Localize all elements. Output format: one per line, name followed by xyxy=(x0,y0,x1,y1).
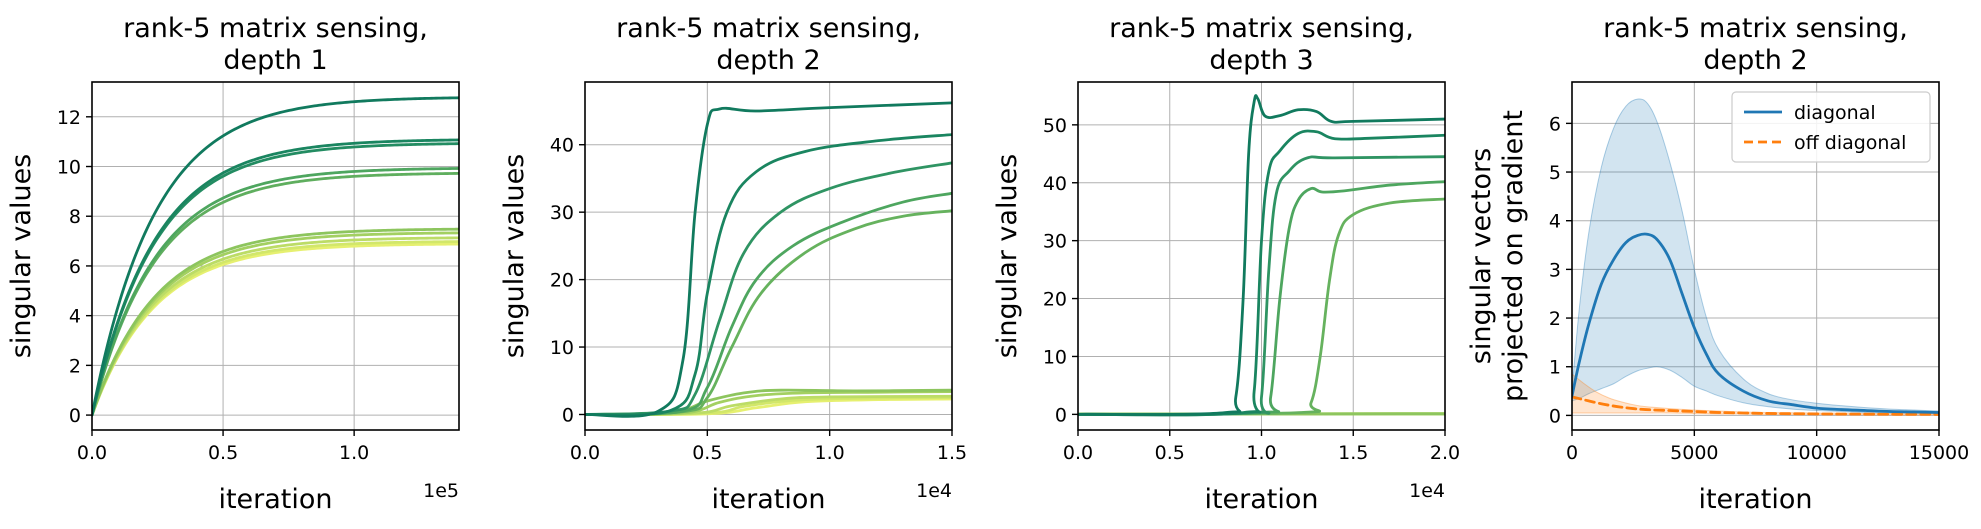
chart-panel-1: 0.0 0.5 1.0 0 2 4 6 8 10 12 1e5 rank-5 matrix sensi… xyxy=(6,13,460,515)
y-tick-label: 10 xyxy=(1043,346,1067,368)
x-axis-label: iteration xyxy=(711,484,825,515)
y-tick-label: 3 xyxy=(1549,259,1561,281)
series-line-sv4 xyxy=(1078,180,1445,416)
series-line-sv5 xyxy=(585,209,952,416)
series-line-sv2 xyxy=(92,138,459,417)
chart-panel-3: 0.0 0.5 1.0 1.5 2.0 0 10 20 30 40 50 1e4 rank-5 matr… xyxy=(992,13,1460,515)
y-tick-label: 2 xyxy=(1549,308,1561,330)
axes-frame xyxy=(91,81,460,431)
y-tick-label: 1 xyxy=(1549,357,1561,379)
plot-area xyxy=(1078,94,1445,417)
series-line-sv1 xyxy=(585,101,952,418)
y-tick-label: 0 xyxy=(1055,404,1067,426)
x-tick-label: 5000 xyxy=(1670,442,1718,464)
chart-title: rank-5 matrix sensing, depth 1 xyxy=(123,13,428,76)
series-line-sv9 xyxy=(92,240,459,417)
y-axis-label: singular values xyxy=(499,154,530,358)
series-line-sv4 xyxy=(92,167,459,417)
y-tick-label: 10 xyxy=(57,157,81,179)
y-tick-label: 20 xyxy=(550,270,574,292)
y-tick-label: 50 xyxy=(1043,115,1067,137)
y-tick-label: 2 xyxy=(69,355,81,377)
y-tick-label: 30 xyxy=(550,202,574,224)
series-line-sv6 xyxy=(92,227,459,417)
y-tick-label: 4 xyxy=(69,306,81,328)
x-tick-label: 0.0 xyxy=(1063,442,1093,464)
x-axis-label: iteration xyxy=(218,484,332,515)
x-axis-label: iteration xyxy=(1698,484,1812,515)
series-line-sv2 xyxy=(585,133,952,417)
y-tick-label: 12 xyxy=(57,107,81,129)
legend-label: diagonal xyxy=(1794,102,1876,124)
plot-area xyxy=(92,96,459,417)
series-line-sv7 xyxy=(92,231,459,417)
chart-panel-4: 0 5000 10000 15000 0 1 2 3 4 5 6 rank-5 matrix sens… xyxy=(1466,13,1969,515)
y-tick-label: 40 xyxy=(550,135,574,157)
plot-area xyxy=(585,101,952,418)
legend: diagonal off diagonal xyxy=(1731,91,1931,163)
plot-area xyxy=(1572,98,1939,416)
chart-panel-2: 0.0 0.5 1.0 1.5 0 10 20 30 40 1e4 rank-5 matrix se… xyxy=(499,13,967,515)
y-tick-label: 30 xyxy=(1043,231,1067,253)
series-line-sv4 xyxy=(585,191,952,416)
axes-frame xyxy=(1571,81,1940,431)
x-tick-label: 1.0 xyxy=(815,442,845,464)
y-tick-label: 6 xyxy=(1549,113,1561,135)
x-tick-label: 1.0 xyxy=(339,442,369,464)
series-line-sv8 xyxy=(92,236,459,417)
x-tick-label: 0.5 xyxy=(692,442,722,464)
y-axis-label: singular vectorsprojected on gradient xyxy=(1466,110,1529,402)
x-tick-label: 10000 xyxy=(1786,442,1846,464)
series-line-sv5 xyxy=(1078,197,1445,416)
chart-title: rank-5 matrix sensing, depth 3 xyxy=(1109,13,1414,76)
y-axis-label: singular values xyxy=(992,154,1023,358)
x-offset-label: 1e4 xyxy=(1409,480,1445,502)
y-tick-label: 0 xyxy=(562,404,574,426)
chart-title: rank-5 matrix sensing, depth 2 xyxy=(616,13,921,76)
x-tick-label: 1.0 xyxy=(1246,442,1276,464)
series-line-sv3 xyxy=(585,161,952,416)
x-tick-label: 1.5 xyxy=(1338,442,1368,464)
chart-title: rank-5 matrix sensing, depth 2 xyxy=(1603,13,1908,76)
series-line-off-diagonal xyxy=(1572,395,1939,416)
series-line-sv1 xyxy=(1078,94,1445,416)
x-tick-label: 15000 xyxy=(1909,442,1969,464)
axes-frame xyxy=(584,81,953,431)
confidence-band-off-diagonal xyxy=(1572,373,1939,416)
y-tick-label: 5 xyxy=(1549,162,1561,184)
legend-label: off diagonal xyxy=(1794,132,1906,154)
series-line-sv2 xyxy=(1078,129,1445,417)
y-tick-label: 0 xyxy=(1549,405,1561,427)
x-tick-label: 0.5 xyxy=(208,442,238,464)
y-tick-label: 4 xyxy=(1549,211,1561,233)
y-tick-label: 20 xyxy=(1043,289,1067,311)
y-axis-label: singular values xyxy=(6,154,37,358)
x-tick-label: 0.0 xyxy=(570,442,600,464)
series-line-sv1 xyxy=(92,96,459,417)
series-line-diagonal xyxy=(1572,232,1939,414)
y-tick-label: 6 xyxy=(69,256,81,278)
x-tick-label: 0 xyxy=(1566,442,1578,464)
x-tick-label: 2.0 xyxy=(1430,442,1460,464)
series-line-sv5 xyxy=(92,172,459,417)
y-tick-label: 0 xyxy=(69,405,81,427)
x-tick-label: 0.5 xyxy=(1155,442,1185,464)
y-tick-label: 10 xyxy=(550,337,574,359)
x-tick-label: 1.5 xyxy=(937,442,967,464)
x-offset-label: 1e5 xyxy=(423,480,459,502)
x-tick-label: 0.0 xyxy=(77,442,107,464)
y-tick-label: 8 xyxy=(69,206,81,228)
legend-box xyxy=(1731,91,1931,163)
x-axis-label: iteration xyxy=(1204,484,1318,515)
y-tick-label: 40 xyxy=(1043,173,1067,195)
x-offset-label: 1e4 xyxy=(916,480,952,502)
